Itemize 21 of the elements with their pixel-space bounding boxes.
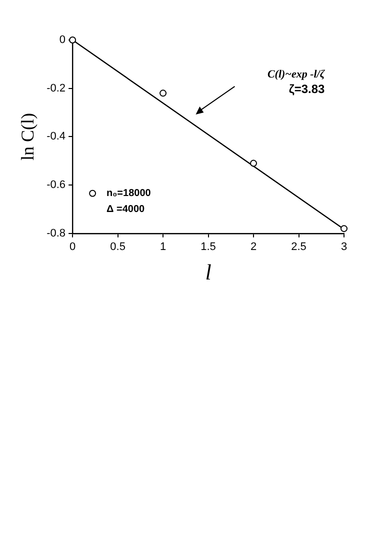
y-tick-label: -0.4 — [46, 130, 66, 143]
x-tick-label: 0.5 — [110, 241, 126, 254]
x-tick-label: 0 — [69, 241, 76, 254]
x-axis-title: l — [205, 260, 212, 285]
x-tick-label: 3 — [340, 241, 348, 254]
legend-label: n₀=18000 — [106, 188, 152, 200]
y-axis-title: ln C(l) — [18, 112, 38, 160]
point — [250, 160, 258, 167]
y-tick-label: 0 — [59, 34, 66, 46]
x-tick-label: 2.5 — [291, 241, 306, 254]
x-tick-label: 2 — [250, 241, 257, 254]
annotation: Δ =4000 — [106, 204, 146, 216]
annotation: C(l)~exp -l/ζ ζ=3.83 — [267, 68, 326, 96]
point — [69, 36, 76, 44]
x-tick-label: 1 — [160, 241, 166, 254]
y-tick-label: -0.2 — [46, 82, 66, 94]
x-tick-label: 1.5 — [200, 241, 216, 254]
point — [160, 90, 167, 97]
y-tick-label: -0.6 — [46, 179, 66, 192]
y-tick-label: -0.8 — [46, 227, 66, 240]
point — [340, 225, 348, 232]
